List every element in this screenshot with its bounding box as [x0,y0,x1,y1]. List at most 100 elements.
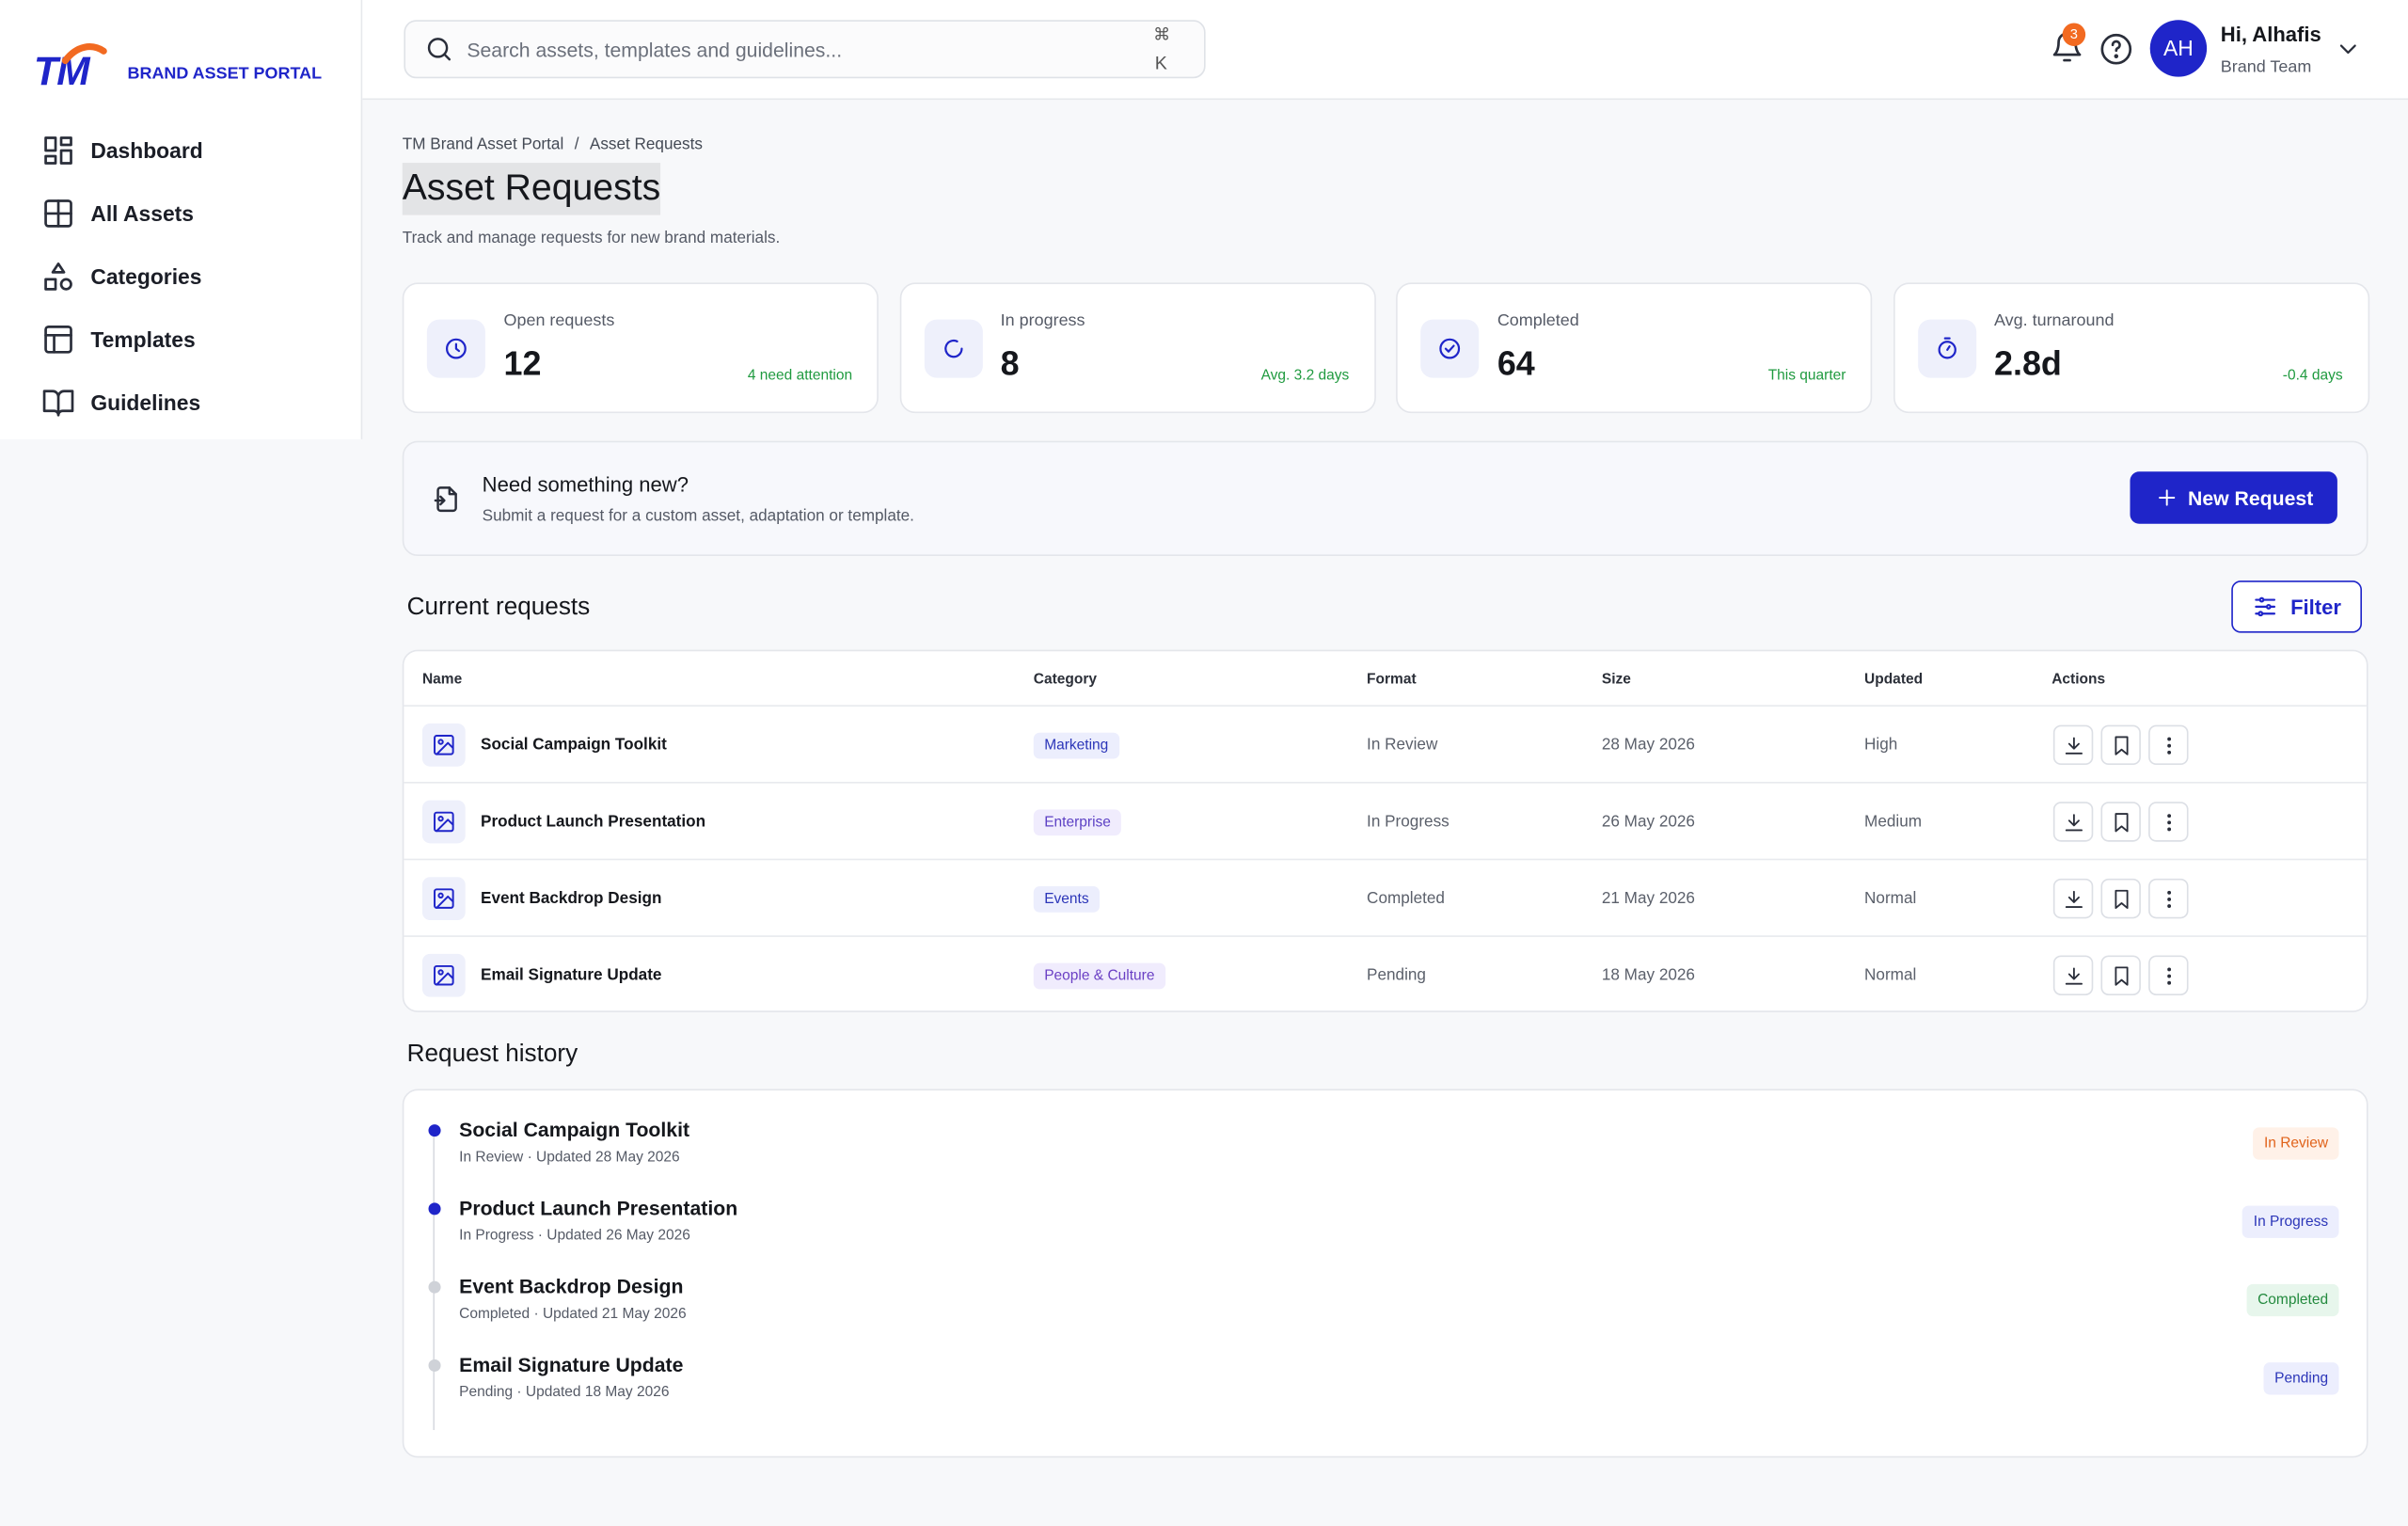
stat-icon [1439,338,1461,359]
download-icon [2064,890,2083,908]
bookmark-icon [2114,965,2128,985]
stat-label: Open requests [503,311,615,331]
nav-icon [42,389,74,417]
timeline-dot [427,1359,440,1372]
download-button[interactable] [2052,724,2094,766]
more-icon [2166,736,2171,754]
avatar: AH [2149,20,2208,77]
request-name: Social Campaign Toolkit [481,736,667,755]
bookmark-button[interactable] [2100,724,2141,766]
asset-icon [421,723,466,767]
column-header: Format [1367,671,1417,689]
more-button[interactable] [2148,955,2189,995]
cell-text: 18 May 2026 [1601,965,1695,985]
history-name: Social Campaign Toolkit [459,1118,690,1142]
timeline-dot [427,1202,440,1216]
table-row: Social Campaign Toolkit Marketing In Revie… [404,705,2367,783]
asset-icon [421,800,466,844]
asset-icon [421,953,466,997]
cell-text: Pending [1367,965,1426,985]
page-subtitle: Track and manage requests for new brand … [402,229,781,247]
bookmark-button[interactable] [2100,802,2141,842]
filter-button[interactable]: Filter [2231,580,2363,633]
download-icon [2064,813,2083,831]
image-icon [434,888,454,909]
breadcrumb-item: Asset Requests [589,135,703,154]
column-header: Size [1601,671,1631,689]
nav-item[interactable]: Templates [31,315,332,364]
request-name: Product Launch Presentation [481,812,706,832]
more-icon [2166,966,2171,984]
breadcrumb-item[interactable]: TM Brand Asset Portal [402,135,564,154]
logo: TM [33,47,90,94]
help-icon [2100,33,2132,65]
download-button[interactable] [2052,878,2094,919]
column-header: Category [1033,671,1098,689]
more-button[interactable] [2148,878,2189,919]
stat-value: 12 [503,343,542,383]
notification-count: 3 [2062,23,2086,46]
shortcut-symbol: ⌘ [1153,25,1171,45]
greeting: Hi, Alhafis [2220,23,2321,46]
stat-value: 2.8d [1993,343,2062,383]
brand-name: BRAND ASSET PORTAL [127,64,323,84]
bookmark-button[interactable] [2100,878,2141,919]
more-icon [2166,890,2171,908]
help-button[interactable] [2099,32,2133,73]
user-menu[interactable]: AH Hi, Alhafis Brand Team [2149,20,2381,78]
stat-card: In progress 8 Avg. 3.2 days [898,282,1376,414]
stat-label: Completed [1497,311,1579,331]
nav-item[interactable]: Guidelines [31,378,332,427]
nav-item[interactable]: Categories [31,252,332,301]
nav-label: All Assets [90,200,195,226]
bookmark-button[interactable] [2100,955,2141,995]
stat-label: Avg. turnaround [1993,311,2115,331]
notifications-button[interactable]: 3 [2051,23,2086,68]
request-name: Event Backdrop Design [481,889,662,908]
download-icon [2064,736,2083,754]
cell-text: Completed [1367,889,1445,908]
nav-icon [44,262,72,291]
nav-label: Categories [90,263,202,289]
stat-icon-box [1420,319,1480,378]
banner-text: Submit a request for a custom asset, ada… [482,506,914,526]
page-title: Asset Requests [402,163,661,215]
cell-text: Normal [1864,965,1917,985]
nav-item[interactable]: All Assets [31,189,332,238]
stat-value: 64 [1497,343,1535,383]
cell-category: Enterprise [1033,784,1122,861]
breadcrumb-separator: / [574,135,579,154]
history-meta: Completed · Updated 21 May 2026 [459,1305,687,1323]
stat-card: Avg. turnaround 2.8d -0.4 days [1893,282,2369,414]
more-button[interactable] [2148,724,2189,766]
cell-text: 28 May 2026 [1601,736,1695,755]
category-pill: Enterprise [1033,808,1122,835]
stat-icon-box [426,319,485,378]
download-button[interactable] [2052,802,2094,842]
more-button[interactable] [2148,802,2189,842]
image-icon [434,735,454,755]
search-box[interactable]: Search assets, templates and guidelines.… [404,20,1206,79]
cell-name: Event Backdrop Design [421,860,662,937]
nav-icon [44,199,72,228]
shortcut-key: K [1154,52,1167,74]
new-request-button[interactable]: New Request [2130,471,2337,524]
download-button[interactable] [2052,955,2094,995]
nav-item[interactable]: Dashboard [31,126,332,175]
bookmark-icon [2114,888,2128,909]
cell-text: 21 May 2026 [1601,889,1695,908]
cell-text: High [1864,736,1898,755]
stat-icon-box [924,319,983,378]
category-pill: Marketing [1033,731,1119,758]
timeline-dot [427,1280,440,1294]
more-icon [2166,813,2171,831]
breadcrumb: TM Brand Asset Portal / Asset Requests [403,135,703,154]
chevron-icon [2339,44,2356,55]
table-row: Event Backdrop Design Events Completed 21 M… [404,858,2367,937]
stat-icon [943,340,962,358]
history-name: Product Launch Presentation [459,1196,738,1220]
table-row: Email Signature Update People & Culture Pe… [404,935,2367,1010]
cell-text: Medium [1864,812,1923,832]
